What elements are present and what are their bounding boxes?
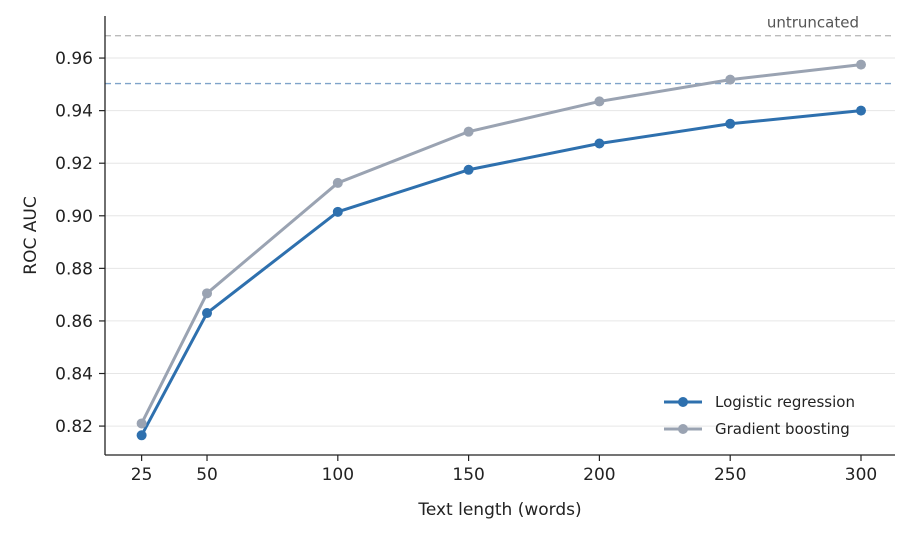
data-point: [136, 430, 147, 441]
legend-item: Logistic regression: [664, 393, 855, 411]
axes: 0.82 0.84 0.86 0.88 0.90 0.92 0.94 0.96 25 50 100 1…: [55, 16, 895, 485]
legend-swatch-marker: [678, 397, 688, 407]
gridlines: [105, 57, 895, 427]
data-point: [202, 308, 213, 319]
x-tick-label: 100: [322, 465, 354, 485]
y-tick-label: 0.88: [55, 259, 93, 279]
reference-lines: untruncated: [105, 14, 895, 85]
legend: Logistic regression Gradient boosting: [664, 393, 855, 438]
data-point: [725, 74, 736, 85]
series-gradient-boosting: [136, 59, 866, 429]
x-tick-label: 250: [714, 465, 746, 485]
data-point: [463, 126, 474, 137]
y-tick-label: 0.90: [55, 207, 93, 227]
y-tick-label: 0.94: [55, 102, 93, 122]
y-tick-label: 0.92: [55, 154, 93, 174]
data-point: [202, 288, 213, 299]
y-axis-title: ROC AUC: [21, 196, 41, 274]
series: [136, 59, 866, 441]
y-tick-label: 0.86: [55, 312, 93, 332]
legend-label: Logistic regression: [715, 393, 855, 411]
series-line: [140, 109, 862, 436]
x-tick-label: 150: [452, 465, 484, 485]
x-tick-label: 200: [583, 465, 615, 485]
data-point: [725, 118, 736, 129]
data-point: [332, 177, 343, 188]
data-point: [855, 59, 866, 70]
legend-swatch-marker: [678, 424, 688, 434]
x-axis-title: Text length (words): [417, 500, 581, 520]
y-tick-label: 0.84: [55, 365, 93, 385]
data-point: [594, 96, 605, 107]
series-line: [140, 63, 862, 425]
reference-line-label: untruncated: [767, 14, 859, 32]
data-point: [855, 105, 866, 116]
x-tick-label: 25: [131, 465, 153, 485]
legend-item: Gradient boosting: [664, 420, 850, 438]
data-point: [463, 164, 474, 175]
data-point: [136, 418, 147, 429]
x-tick-label: 300: [845, 465, 877, 485]
legend-label: Gradient boosting: [715, 420, 850, 438]
series-logistic-regression: [136, 105, 866, 441]
data-point: [594, 138, 605, 149]
x-tick-label: 50: [196, 465, 218, 485]
y-tick-label: 0.96: [55, 49, 93, 69]
y-tick-label: 0.82: [55, 417, 93, 437]
data-point: [332, 206, 343, 217]
